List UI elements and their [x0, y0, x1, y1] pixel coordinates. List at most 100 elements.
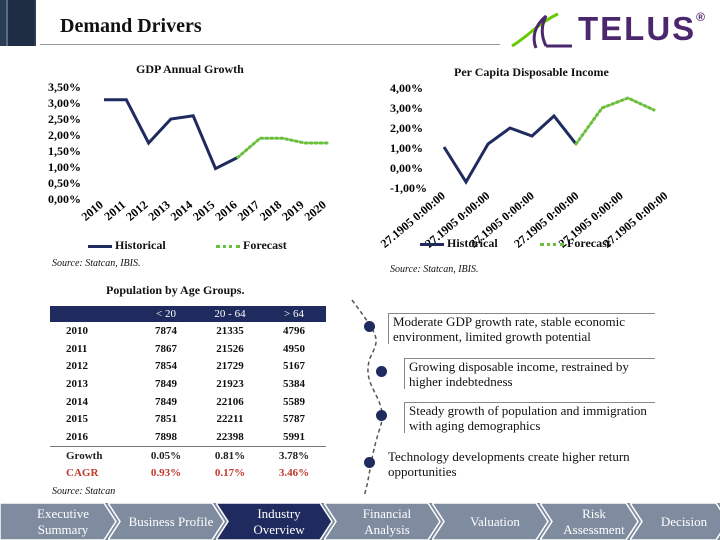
table-cell: 0.81% — [198, 445, 262, 465]
legend-swatch-historical — [420, 242, 444, 246]
table-cell: 5991 — [283, 430, 305, 443]
table-row: 2012 7854 21729 5167 — [50, 357, 326, 375]
y-tick-label: 0,00% — [390, 161, 423, 175]
table-header-cell: 20 - 64 — [198, 306, 262, 322]
bullet-dot — [364, 457, 375, 468]
nav-tab-shape — [216, 503, 333, 540]
table-cell: 5589 — [283, 395, 305, 408]
table-cell: 22398 — [216, 430, 244, 443]
population-source: Source: Statcan — [52, 486, 116, 497]
historical-line — [104, 98, 239, 171]
table-cell: 5787 — [283, 413, 305, 426]
x-tick-label: 2013 — [145, 198, 172, 224]
table-cell: 7898 — [155, 430, 177, 443]
table-cell: 7849 — [155, 395, 177, 408]
table-row: 2016 7898 22398 5991 — [50, 428, 326, 446]
nav-tab-shape — [324, 503, 441, 540]
y-tick-label: 3,50% — [48, 80, 81, 94]
growth-row: Growth 0.05% 0.81% 3.78% — [50, 445, 326, 465]
telus-logo: TELUS® — [578, 10, 707, 48]
cagr-row: CAGR 0.93% 0.17% 3.46% — [50, 465, 326, 483]
table-cell: 22211 — [216, 413, 244, 426]
table-cell: 0.17% — [214, 467, 246, 480]
income-legend-forecast-label: Forecast — [567, 236, 611, 250]
income-chart: -1,00%0,00%1,00%2,00%3,00%4,00%27.1905 0… — [378, 81, 671, 251]
income-chart-title: Per Capita Disposable Income — [454, 65, 609, 79]
table-header-cell: > 64 — [262, 306, 326, 322]
legend-swatch-historical — [88, 244, 112, 248]
income-legend-historical: Historical — [420, 236, 530, 251]
x-tick-label: 2015 — [190, 198, 217, 224]
table-cell: 7854 — [155, 360, 177, 373]
bullet-text: Growing disposable income, restrained by… — [404, 358, 655, 389]
x-tick-label: 2016 — [212, 198, 239, 224]
bullet-text: Moderate GDP growth rate, stable economi… — [388, 313, 655, 344]
nav-tab-shape — [630, 503, 720, 540]
table-cell: 2013 — [66, 377, 88, 390]
table-cell: 2016 — [66, 430, 88, 443]
table-header-cell — [50, 306, 134, 322]
table-cell: Growth — [50, 445, 134, 465]
y-tick-label: 1,00% — [390, 141, 423, 155]
table-header-cell: < 20 — [134, 306, 198, 322]
table-cell: 0.93% — [150, 467, 182, 480]
x-tick-label: 2012 — [123, 198, 150, 224]
title-divider — [40, 44, 500, 45]
bullet-text: Steady growth of population and immigrat… — [404, 402, 655, 433]
table-cell: CAGR — [66, 467, 99, 480]
table-cell: 2012 — [66, 360, 88, 373]
bullet-dot — [376, 366, 387, 377]
nav-tab-executive-summary[interactable]: Executive Summary — [37, 505, 89, 537]
y-tick-label: 2,00% — [390, 121, 423, 135]
table-cell: 21526 — [216, 342, 244, 355]
gdp-source: Source: Statcan, IBIS. — [52, 258, 141, 269]
x-tick-label: 2019 — [279, 198, 306, 224]
table-row: 2010 7874 21335 4796 — [50, 322, 326, 340]
nav-tab-decision[interactable]: Decision — [660, 513, 708, 529]
nav-tab-business-profile[interactable]: Business Profile — [128, 513, 214, 529]
nav-tab-shape — [0, 503, 117, 540]
table-cell: 3.78% — [262, 445, 326, 465]
x-tick-label: 2020 — [302, 198, 329, 224]
gdp-chart: 0,00% 0,50% 1,00% 1,50% 2,00% 2,50% 3,00% 3,50%… — [48, 80, 329, 224]
forecast-line — [574, 96, 656, 146]
y-tick-label: 3,00% — [390, 101, 423, 115]
table-cell: 21729 — [216, 360, 244, 373]
population-title: Population by Age Groups. — [106, 283, 245, 297]
income-source: Source: Statcan, IBIS. — [390, 264, 479, 275]
table-cell: 5384 — [283, 377, 305, 390]
x-tick-label: 2011 — [101, 198, 128, 224]
table-cell: 7867 — [155, 342, 177, 355]
y-tick-label: 3,00% — [48, 96, 81, 110]
telus-logo-registered-mark: ® — [696, 10, 708, 24]
page-title: Demand Drivers — [60, 15, 202, 37]
y-tick-label: 4,00% — [390, 81, 423, 95]
gdp-legend-historical: Historical — [88, 238, 208, 253]
corner-accent — [6, 0, 34, 46]
nav-tab-shape — [540, 503, 639, 540]
x-tick-label: 2010 — [79, 198, 106, 224]
y-tick-label: 1,50% — [48, 144, 81, 158]
gdp-chart-title: GDP Annual Growth — [136, 62, 244, 76]
table-cell: 7874 — [155, 324, 177, 337]
nav-tab-risk-assessment[interactable]: Risk Assessment — [563, 505, 625, 537]
nav-tab-valuation[interactable]: Valuation — [470, 513, 520, 529]
table-cell: 2010 — [66, 324, 88, 337]
nav-tab-financial-analysis[interactable]: Financial Analysis — [362, 505, 412, 537]
gdp-legend-historical-label: Historical — [115, 238, 166, 252]
x-tick-label: 2018 — [257, 198, 284, 224]
table-cell: 3.46% — [278, 467, 310, 480]
x-tick-label: 2017 — [235, 198, 262, 224]
table-cell: 2014 — [66, 395, 88, 408]
income-legend-forecast: Forecast — [540, 236, 640, 251]
table-cell: 21923 — [216, 377, 244, 390]
x-tick-label: 2014 — [168, 198, 195, 224]
nav-tab-shape — [108, 503, 225, 540]
nav-tab-industry-overview[interactable]: Industry Overview — [253, 505, 305, 537]
y-tick-label: 2,50% — [48, 112, 81, 126]
telus-leaf-icon — [511, 12, 572, 49]
y-tick-label: 0,00% — [48, 192, 81, 206]
income-legend-historical-label: Historical — [447, 236, 498, 250]
table-cell: 4950 — [283, 342, 305, 355]
y-tick-label: 1,00% — [48, 160, 81, 174]
